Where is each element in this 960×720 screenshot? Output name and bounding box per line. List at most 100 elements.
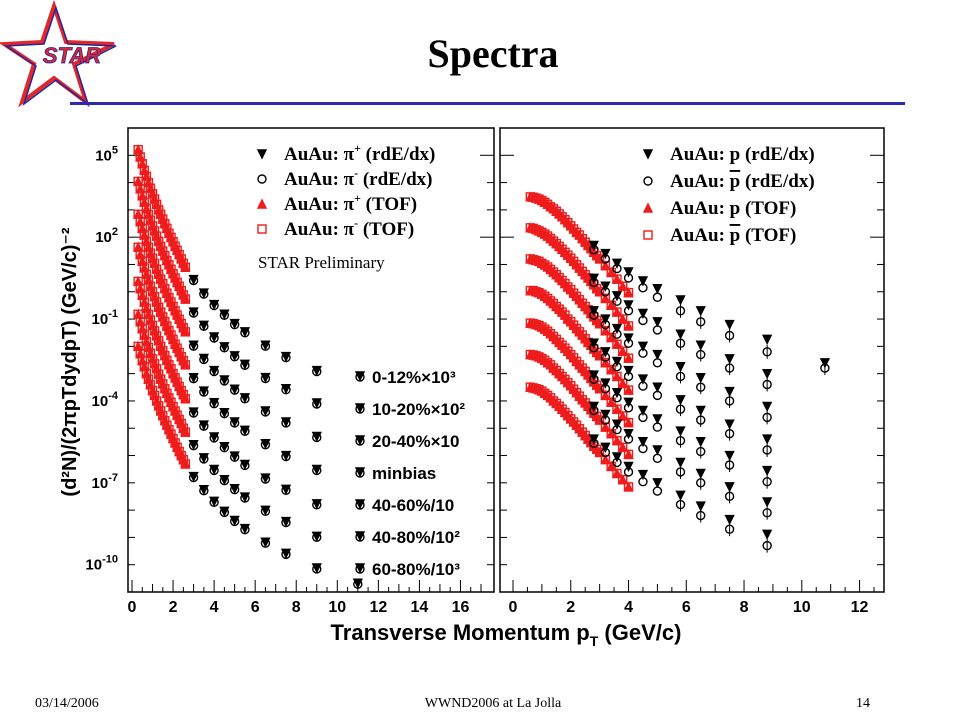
proton-dedx-point <box>623 429 634 440</box>
pion-plus-dedx-point <box>229 384 240 395</box>
proton-dedx-point <box>600 281 611 292</box>
chart-frames <box>127 127 885 593</box>
pion-plus-tof-point <box>180 426 191 437</box>
y-tick-label: 102 <box>95 226 118 246</box>
star-preliminary-annotation: STAR Preliminary <box>258 253 385 272</box>
proton-dedx-point <box>652 382 663 393</box>
antiproton-dedx-point <box>675 435 686 446</box>
pion-plus-dedx-point <box>229 351 240 362</box>
antiproton-dedx-point <box>652 390 663 401</box>
antiproton-dedx-point <box>762 412 772 423</box>
y-axis-label: (d²N)/(2πpTdydpT) (GeV/c)⁻² <box>59 227 81 497</box>
proton-dedx-point <box>611 323 623 335</box>
antiproton-dedx-point <box>600 287 611 297</box>
proton-tof-point <box>623 448 634 460</box>
pion-plus-dedx-point <box>198 420 209 431</box>
left-legend-label: AuAu: π+ (rdE/dx) <box>284 141 435 165</box>
proton-tof-point <box>623 481 634 492</box>
antiproton-dedx-point <box>638 348 648 358</box>
antiproton-dedx-point <box>600 447 611 458</box>
pion-plus-dedx-point <box>188 407 199 418</box>
proton-dedx-point <box>600 347 611 358</box>
antiproton-dedx-point <box>623 434 634 444</box>
centrality-label: 10-20%×10² <box>372 400 465 419</box>
antiproton-dedx-point <box>589 343 599 353</box>
proton-tof-point <box>617 377 628 389</box>
x-tick-label: 0 <box>128 599 137 616</box>
proton-tof-point <box>623 320 634 331</box>
title-rule <box>70 102 905 105</box>
left-legend-marker <box>257 174 267 184</box>
antiproton-dedx-point <box>612 424 622 435</box>
pion-plus-dedx-point <box>239 523 251 535</box>
proton-dedx-point <box>611 258 623 269</box>
pion-plus-dedx-point <box>260 406 271 417</box>
pion-plus-tof-point <box>180 359 191 370</box>
logo-text: STAR <box>43 43 101 68</box>
pion-plus-dedx-point <box>239 327 251 338</box>
antiproton-dedx-point <box>652 292 663 302</box>
proton-dedx-point <box>600 314 611 325</box>
antiproton-dedx-point <box>724 491 735 502</box>
pion-plus-dedx-point <box>239 425 251 436</box>
proton-dedx-point <box>652 317 663 328</box>
proton-dedx-point <box>611 452 623 463</box>
x-tick-label: 12 <box>369 599 387 616</box>
pion-plus-dedx-point <box>198 353 209 365</box>
right-legend-marker <box>642 149 654 160</box>
proton-tof-point <box>606 396 617 408</box>
left-legend-marker <box>257 224 267 234</box>
pion-plus-dedx-point <box>219 309 230 320</box>
proton-dedx-point <box>675 457 686 468</box>
proton-dedx-point <box>652 349 663 361</box>
proton-tof-point <box>623 417 634 428</box>
pion-plus-dedx-point <box>208 299 220 311</box>
footer-venue: WWND2006 at La Jolla <box>424 696 562 711</box>
pion-plus-dedx-point <box>219 475 230 486</box>
antiproton-dedx-point <box>612 457 622 468</box>
pion-plus-dedx-point <box>229 318 240 330</box>
proton-dedx-point <box>600 248 611 260</box>
pion-plus-dedx-point <box>188 439 199 451</box>
proton-dedx-point <box>637 469 649 481</box>
proton-tof-point <box>623 384 634 395</box>
proton-dedx-point <box>675 361 686 373</box>
x-tick-label: 2 <box>566 599 575 616</box>
antiproton-dedx-point <box>724 429 735 439</box>
pion-plus-dedx-point <box>280 548 292 559</box>
right-legend-marker <box>643 176 653 186</box>
x-tick-label: 0 <box>509 599 518 616</box>
antiproton-dedx-point <box>652 453 663 464</box>
antiproton-dedx-point <box>638 315 648 326</box>
antiproton-dedx-point <box>600 319 611 330</box>
centrality-label: 20-40%×10 <box>372 432 459 451</box>
proton-tof-point <box>600 260 611 271</box>
x-tick-label: 8 <box>740 599 749 616</box>
proton-dedx-point <box>611 388 623 399</box>
pion-plus-dedx-point <box>311 464 322 475</box>
footer-date: 03/14/2006 <box>35 696 99 711</box>
antiproton-dedx-point <box>696 317 706 327</box>
proton-tof-point <box>600 389 611 401</box>
left-legend-marker <box>256 149 268 160</box>
proton-dedx-point <box>675 395 686 406</box>
proton-dedx-point <box>611 419 623 430</box>
proton-dedx-point <box>637 341 649 352</box>
pion-plus-dedx-point <box>311 431 322 443</box>
pion-plus-tof-point <box>180 293 191 304</box>
pion-plus-dedx-point <box>260 505 271 516</box>
pion-plus-dedx-point <box>280 417 292 428</box>
proton-tof-point <box>617 313 628 324</box>
pion-plus-dedx-point <box>208 464 220 475</box>
pion-plus-dedx-point <box>229 515 240 526</box>
pion-plus-dedx-point <box>260 439 271 450</box>
antiproton-dedx-point <box>696 415 706 425</box>
centrality-marker <box>354 467 366 478</box>
proton-dedx-point <box>675 295 686 306</box>
antiproton-dedx-point <box>600 415 611 425</box>
antiproton-dedx-point <box>762 476 772 487</box>
proton-dedx-point <box>611 291 623 302</box>
x-tick-label: 4 <box>210 599 219 616</box>
antiproton-dedx-point <box>638 476 648 487</box>
proton-dedx-point <box>695 340 706 351</box>
